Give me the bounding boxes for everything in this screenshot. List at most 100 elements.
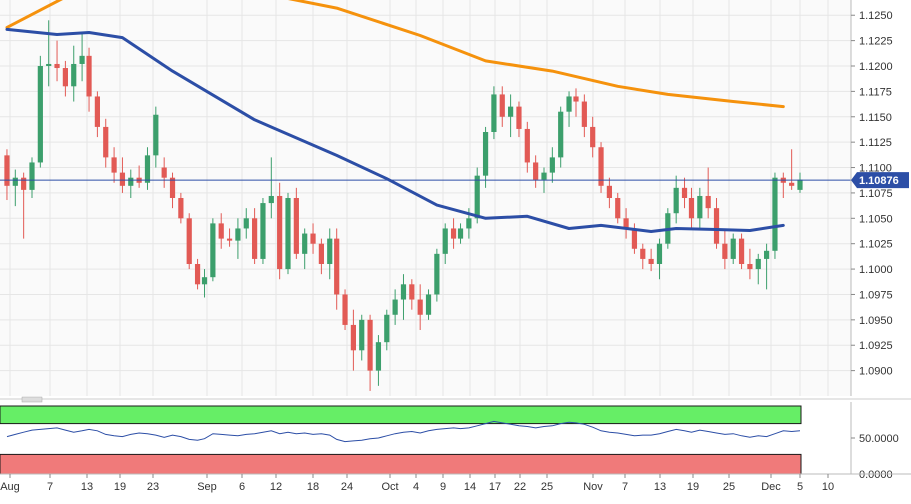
candle-body xyxy=(37,66,43,163)
candle-body xyxy=(558,111,564,158)
price-tick-label: 1.0900 xyxy=(859,366,893,378)
candle-body xyxy=(226,238,233,241)
price-tick-label: 1.1000 xyxy=(859,264,893,276)
price-tick-label: 1.1075 xyxy=(859,188,893,200)
candle-body xyxy=(573,96,579,102)
time-tick-label: Nov xyxy=(583,481,603,493)
candle-body xyxy=(128,177,134,186)
candle-body xyxy=(457,228,464,239)
candle-body xyxy=(21,177,27,190)
candle-body xyxy=(201,277,208,285)
candle-body xyxy=(79,55,85,64)
time-tick-label: 5 xyxy=(797,481,803,493)
price-tick-label: 1.1225 xyxy=(859,36,893,48)
candle-body xyxy=(144,155,151,183)
time-tick-label: 6 xyxy=(239,481,245,493)
candle-body xyxy=(384,314,390,343)
oversold-zone xyxy=(0,453,802,475)
candle-body xyxy=(755,258,761,270)
candle-body xyxy=(318,243,324,264)
candle-body xyxy=(434,253,440,295)
time-tick-label: 23 xyxy=(147,481,159,493)
time-tick-label: 9 xyxy=(440,481,446,493)
candle-body xyxy=(697,195,703,219)
candle-body xyxy=(581,101,587,127)
candle-body xyxy=(235,228,241,241)
candle-body xyxy=(103,126,109,158)
moving-average-long-line xyxy=(5,0,785,109)
candle-body xyxy=(62,68,68,87)
time-tick-label: Oct xyxy=(381,481,398,493)
candle-body xyxy=(169,177,176,198)
candle-body xyxy=(516,106,522,129)
candle-body xyxy=(747,264,753,270)
time-tick-label: 18 xyxy=(307,481,319,493)
price-tick-label: 1.0950 xyxy=(859,315,893,327)
candle-body xyxy=(764,250,770,259)
time-tick-label: 25 xyxy=(723,481,735,493)
time-tick-label: 22 xyxy=(514,481,526,493)
candle-body xyxy=(285,198,291,270)
candle-body xyxy=(615,198,621,219)
price-candles xyxy=(4,20,803,391)
candle-body xyxy=(350,324,356,351)
time-tick-label: 14 xyxy=(464,481,476,493)
time-tick-label: Aug xyxy=(0,481,20,493)
time-tick-label: 7 xyxy=(47,481,53,493)
time-tick-label: 10 xyxy=(822,481,834,493)
candle-body xyxy=(541,172,547,180)
candle-body xyxy=(524,128,530,163)
price-tick-label: 1.1250 xyxy=(859,10,893,22)
candle-body xyxy=(623,218,629,229)
candle-body xyxy=(29,162,35,190)
pane-resize-handle xyxy=(21,396,43,403)
last-price-tag-value: 1.10876 xyxy=(859,175,899,187)
candle-body xyxy=(327,238,333,264)
candle-body xyxy=(111,157,117,173)
time-tick-label: 13 xyxy=(81,481,93,493)
candle-body xyxy=(491,94,497,132)
price-tick-label: 1.1125 xyxy=(859,137,892,149)
price-tick-label: 1.0975 xyxy=(859,289,893,301)
time-tick-label: 7 xyxy=(622,481,628,493)
candle-body xyxy=(772,177,778,251)
candle-body xyxy=(688,198,695,219)
candle-body xyxy=(119,172,126,186)
candle-body xyxy=(648,258,654,264)
candle-body xyxy=(86,55,92,97)
time-tick-label: 12 xyxy=(270,481,282,493)
candle-body xyxy=(533,162,539,180)
candle-body xyxy=(466,218,472,229)
candle-body xyxy=(161,167,167,178)
time-tick-label: 24 xyxy=(341,481,353,493)
candle-body xyxy=(310,233,316,244)
price-tick-label: 1.1025 xyxy=(859,239,893,251)
candle-body xyxy=(789,182,795,186)
price-tick-label: 1.1050 xyxy=(859,213,893,225)
candle-body xyxy=(400,284,407,300)
candle-body xyxy=(153,114,159,156)
candle-body xyxy=(705,195,711,209)
candle-body xyxy=(631,228,638,249)
candle-body xyxy=(54,63,60,69)
moving-average-mid-line xyxy=(5,27,785,233)
candle-body xyxy=(590,126,596,148)
candle-body xyxy=(46,63,52,66)
price-tick-label: 1.1150 xyxy=(859,112,892,124)
candle-body xyxy=(482,132,489,176)
candle-body xyxy=(186,218,192,264)
candle-body xyxy=(277,195,283,270)
moving-averages xyxy=(0,0,851,233)
time-tick-label: 17 xyxy=(489,481,501,493)
candle-body xyxy=(260,203,266,259)
time-tick-label: 19 xyxy=(687,481,699,493)
candle-body xyxy=(194,264,201,285)
candle-body xyxy=(673,187,679,214)
candle-body xyxy=(375,342,382,371)
candle-body xyxy=(392,299,398,315)
candle-body xyxy=(508,106,514,117)
candle-body xyxy=(218,223,224,239)
candle-body xyxy=(442,228,448,254)
